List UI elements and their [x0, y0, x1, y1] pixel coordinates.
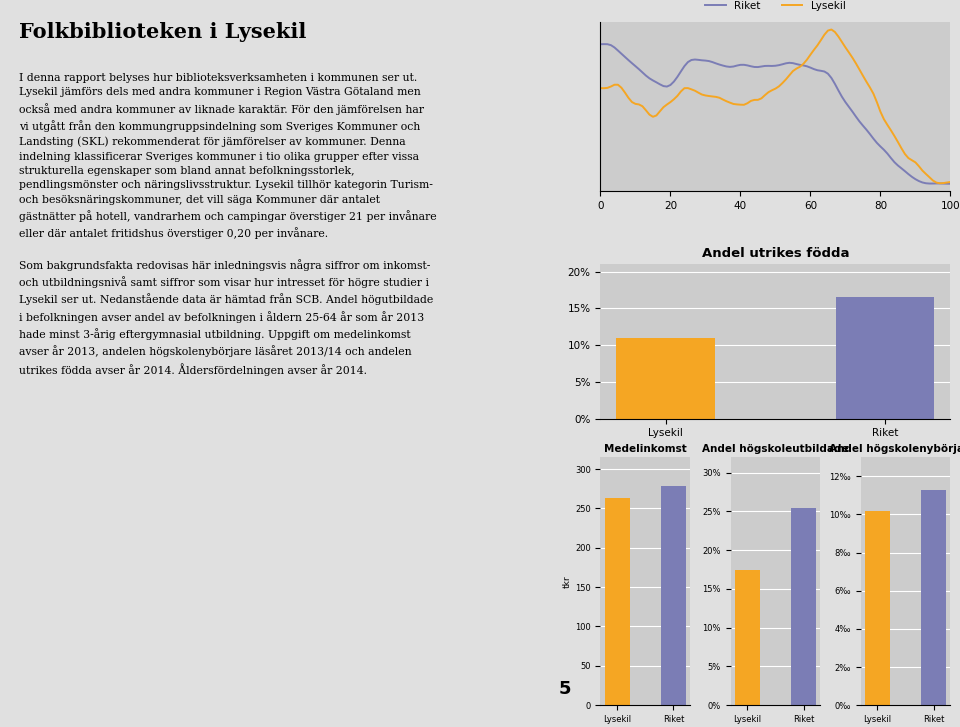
Bar	[791, 507, 816, 705]
Y-axis label: tkr: tkr	[564, 575, 572, 587]
Riket	[945, 180, 956, 188]
Riket	[594, 40, 606, 49]
Title: Andel högskoleutbildade: Andel högskoleutbildade	[702, 443, 849, 454]
Bar	[734, 569, 760, 705]
Lysekil	[594, 84, 606, 92]
Lysekil	[843, 48, 854, 57]
Riket	[861, 125, 873, 134]
Text: I denna rapport belyses hur biblioteksverksamheten i kommunen ser ut.
Lysekil jä: I denna rapport belyses hur biblioteksve…	[19, 73, 437, 376]
Lysekil	[683, 84, 694, 92]
Riket	[685, 56, 697, 65]
Text: 5: 5	[559, 680, 571, 699]
Riket	[808, 65, 820, 73]
Riket	[759, 62, 771, 71]
Lysekil	[934, 179, 946, 188]
Lysekil	[804, 50, 816, 59]
Riket	[598, 40, 610, 49]
Title: Medelinkomst: Medelinkomst	[604, 443, 686, 454]
Title: Andel utrikes födda: Andel utrikes födda	[702, 247, 850, 260]
Riket	[843, 103, 854, 111]
Lysekil	[756, 94, 767, 103]
Bar	[836, 297, 934, 419]
Line: Riket: Riket	[600, 44, 950, 184]
Bar	[865, 510, 890, 705]
Title: Andel högskolenybörjare*: Andel högskolenybörjare*	[829, 443, 960, 454]
Legend: Riket, Lysekil: Riket, Lysekil	[701, 0, 850, 15]
Bar	[921, 490, 947, 705]
Lysekil	[945, 177, 956, 186]
Lysekil	[826, 25, 837, 34]
Line: Lysekil: Lysekil	[600, 30, 950, 183]
Bar	[616, 338, 715, 419]
Bar	[660, 486, 686, 705]
Riket	[623, 56, 635, 65]
Bar	[605, 498, 630, 705]
Text: Folkbiblioteken i Lysekil: Folkbiblioteken i Lysekil	[19, 22, 306, 42]
Lysekil	[619, 88, 631, 97]
Lysekil	[861, 77, 873, 86]
